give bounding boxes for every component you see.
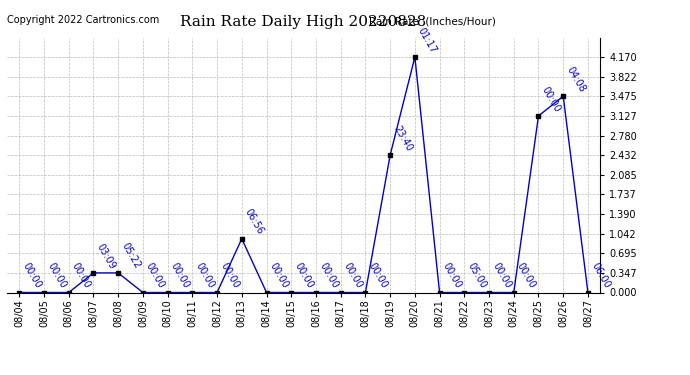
Text: 05:00: 05:00 <box>466 261 488 290</box>
Text: 00:00: 00:00 <box>342 261 364 290</box>
Text: 05:22: 05:22 <box>119 241 142 271</box>
Text: 23:40: 23:40 <box>391 124 414 153</box>
Text: 00:00: 00:00 <box>70 261 92 290</box>
Text: 00:00: 00:00 <box>268 261 290 290</box>
Text: 00:00: 00:00 <box>169 261 191 290</box>
Text: Copyright 2022 Cartronics.com: Copyright 2022 Cartronics.com <box>7 15 159 25</box>
Text: 00:00: 00:00 <box>515 261 538 290</box>
Text: 00:00: 00:00 <box>194 261 216 290</box>
Text: 03:09: 03:09 <box>95 242 117 271</box>
Text: 00:00: 00:00 <box>21 261 43 290</box>
Text: 00:00: 00:00 <box>540 85 562 114</box>
Text: 00:00: 00:00 <box>293 261 315 290</box>
Text: 00:00: 00:00 <box>144 261 167 290</box>
Text: 00:00: 00:00 <box>441 261 464 290</box>
Text: 00:00: 00:00 <box>317 261 339 290</box>
Text: 00:00: 00:00 <box>491 261 513 290</box>
Text: 04:08: 04:08 <box>564 65 587 94</box>
Text: 06:00: 06:00 <box>589 261 612 290</box>
Text: 00:00: 00:00 <box>218 261 241 290</box>
Text: 00:00: 00:00 <box>46 261 68 290</box>
Text: Rain Rate Daily High 20220828: Rain Rate Daily High 20220828 <box>181 15 426 29</box>
Text: Rain Rate  (Inches/Hour): Rain Rate (Inches/Hour) <box>369 17 496 27</box>
Text: 01:17: 01:17 <box>416 26 439 55</box>
Text: 06:56: 06:56 <box>243 207 266 237</box>
Text: 00:00: 00:00 <box>366 261 389 290</box>
